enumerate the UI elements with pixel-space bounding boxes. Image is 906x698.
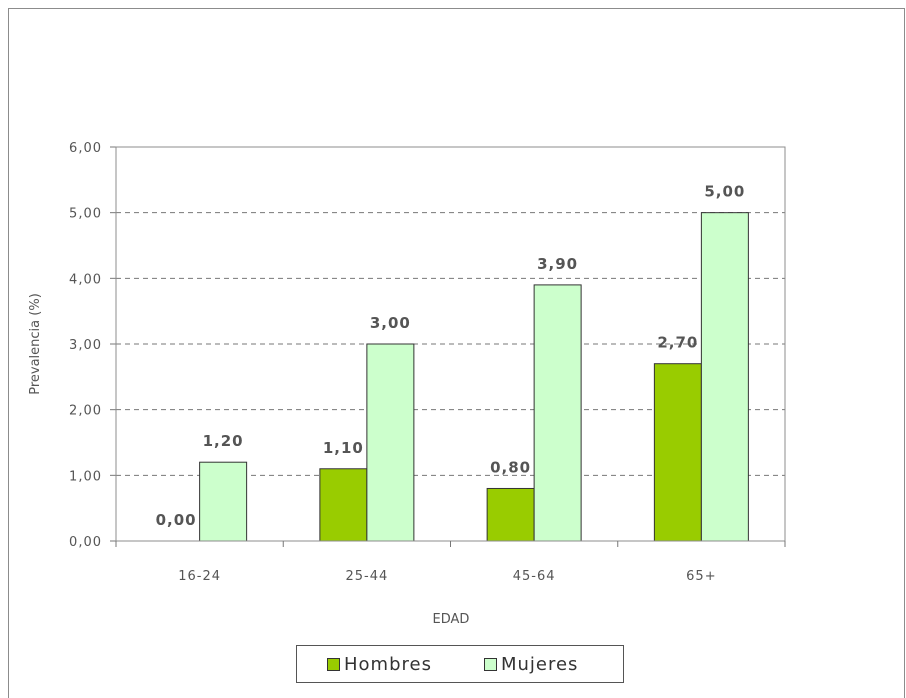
legend-swatch-hombres [327,657,340,671]
data-label-mujeres: 1,20 [203,432,244,450]
legend: Hombres Mujeres [296,645,624,683]
y-tick-label: 4,00 [69,272,102,287]
data-label-mujeres: 5,00 [704,183,745,201]
data-labels: 0,00 1,10 0,80 2,70 1,20 3,00 3,90 5,00 [156,183,745,529]
y-tick-label: 2,00 [69,404,102,419]
bar-chart: 0,00 1,00 2,00 3,00 4,00 5,00 6,00 16-24 25-44 45… [28,141,786,627]
axes: 0,00 1,00 2,00 3,00 4,00 5,00 6,00 16-24 25-44 45… [69,141,786,584]
bar-mujeres [199,461,248,542]
y-axis-title: Prevalencia (%) [28,293,43,395]
bar-mujeres [700,212,749,542]
data-label-hombres: 2,70 [657,334,698,352]
legend-swatch-mujeres [483,657,497,671]
bar-hombres [653,363,702,542]
x-axis-title: EDAD [433,612,470,627]
data-label-mujeres: 3,90 [537,255,578,273]
bar-mujeres [366,343,415,542]
x-tick-label: 45-64 [513,569,556,584]
data-label-hombres: 0,00 [156,511,197,529]
data-label-hombres: 1,10 [323,439,364,457]
x-tick-label: 16-24 [178,569,221,584]
y-tick-label: 6,00 [69,141,102,156]
chart-frame [8,8,905,698]
y-tick-label: 1,00 [69,469,102,484]
legend-item-hombres: Hombres [327,654,432,675]
legend-label-hombres: Hombres [344,653,432,675]
y-tick-label: 5,00 [69,207,102,222]
data-label-hombres: 0,80 [490,458,531,476]
bar-hombres [319,468,368,542]
legend-label-mujeres: Mujeres [500,653,579,675]
x-tick-label: 25-44 [345,569,388,584]
y-tick-label: 3,00 [69,338,102,353]
bar-mujeres [533,284,582,542]
legend-item-mujeres: Mujeres [483,653,579,675]
bar-hombres [486,487,535,542]
x-tick-label: 65+ [686,569,716,584]
data-label-mujeres: 3,00 [370,314,411,332]
bars [199,212,749,542]
y-tick-label: 0,00 [69,535,102,550]
